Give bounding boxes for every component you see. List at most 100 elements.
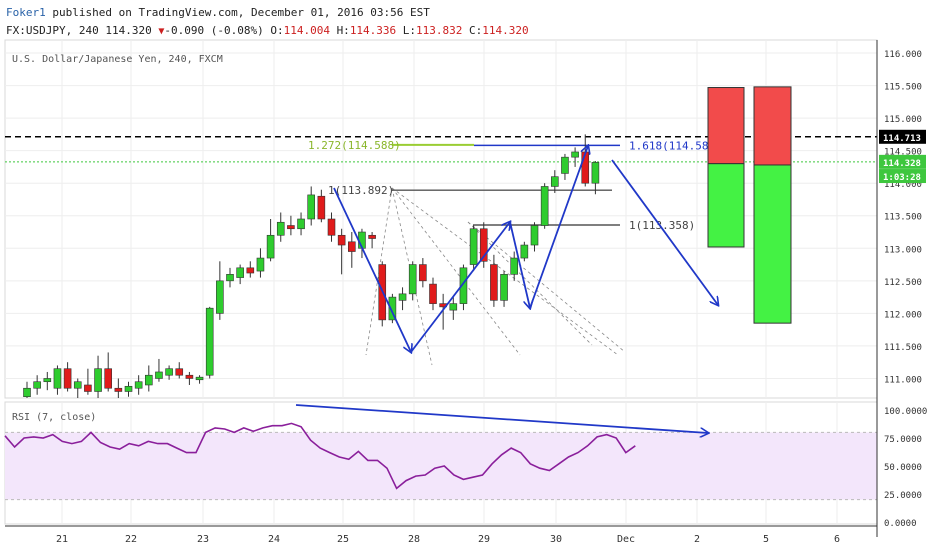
price-tick-label: 111.500 [884,343,922,353]
price-line-label: 114.713 [883,134,921,144]
bar-countdown-label-bg [879,169,926,184]
fib-label-1272: 1.272(114.588) [308,139,401,152]
symbol-label: FX:USDJPY, 240 [6,24,99,37]
candle-body [419,264,427,282]
price-tick-label: 113.500 [884,213,922,223]
stop-zone-box [753,164,792,324]
main-pane [4,39,878,399]
candle-body [114,387,123,392]
candle-body [520,244,529,259]
trend-arrow [529,146,588,309]
rsi-tick-label: 50.0000 [884,463,922,473]
candle-body [530,225,539,246]
fib-label-1618: 1.618(114.581) [629,139,722,152]
candle-body [23,387,31,397]
low-value: 113.832 [416,24,463,37]
fib-label-113358: 1(113.358) [629,219,695,232]
price-line-label-bg [879,129,926,144]
candle-body [408,264,417,295]
candle-body [63,368,72,389]
time-tick-label: 2 [694,534,700,545]
candle-body [84,384,92,392]
candle-body [337,234,346,246]
candle-body [165,368,173,376]
candle-body [479,228,488,262]
candle-body [327,218,336,236]
price-tick-label: 115.000 [884,115,922,125]
candle-body [195,376,204,381]
fib-fan-line [391,187,619,356]
rsi-series-line [4,422,636,490]
author-link[interactable]: Foker1 [6,6,46,19]
rsi-layer [4,422,636,490]
candle-body [429,283,437,304]
candle-body [449,303,458,311]
published-text: published on TradingView.com, December 0… [52,6,430,19]
candle-body [73,381,82,389]
fib-fan-line [467,221,626,353]
price-tick-label: 115.500 [884,83,922,93]
candle-body [104,368,112,389]
candle-body [287,225,295,230]
chart-title: U.S. Dollar/Japanese Yen, 240, FXCM [12,54,223,65]
high-value: 114.336 [349,24,397,37]
candle-body [134,381,143,389]
time-tick-label: 28 [408,534,420,545]
candle-body [398,293,407,301]
drawing-layer: 1.272(114.588) 1.618(114.581) 1(113.892) 1(… [5,86,877,366]
low-label: L: [402,24,417,37]
open-value: 114.004 [283,24,330,37]
high-label: H: [336,24,350,37]
candle-body [510,257,519,275]
candle-body [266,234,275,259]
candle-body [490,264,498,301]
candle-body [276,221,285,236]
time-tick-label: 25 [337,534,349,545]
candle-body [368,234,376,239]
fib-fan-line [391,187,521,356]
time-tick-label: 30 [550,534,562,545]
profit-zone-box [753,86,792,166]
candle-body [33,381,41,389]
candle-body [256,257,265,272]
time-tick-label: 29 [478,534,490,545]
price-tick-label: 114.500 [884,148,922,158]
price-tick-label: 111.000 [884,375,922,385]
candle-body [175,368,184,376]
price-tick-label: 113.000 [884,245,922,255]
price-tick-label: 116.000 [884,50,922,60]
open-label: O: [270,24,284,37]
candle-layer [23,134,600,398]
candle-body [43,378,52,383]
candle-body [307,194,316,220]
price-tick-label: 112.000 [884,310,922,320]
candle-body [246,267,255,274]
trend-arrow [295,404,708,433]
candle-body [145,374,153,386]
ohlc-line: FX:USDJPY, 240 114.320 ▼-0.090 (-0.08%) … [6,24,529,37]
candle-body [297,218,305,230]
change-value: -0.090 (-0.08%) [164,24,264,37]
candle-body [124,385,133,392]
publish-line: Foker1 published on TradingView.com, Dec… [6,6,430,19]
arrow-layer [295,146,718,433]
close-value: 114.320 [482,24,529,37]
trend-arrow [333,187,411,352]
close-label: C: [469,24,483,37]
time-tick-label: Dec [617,534,635,545]
last-price: 114.320 [105,24,152,37]
rsi-title: RSI (7, close) [12,412,96,423]
candle-body [94,368,102,392]
rsi-tick-label: 75.0000 [884,435,922,445]
candle-body [226,274,234,282]
last-price-label: 114.328 [883,159,921,169]
stop-zone-box [707,163,745,248]
time-tick-label: 6 [834,534,840,545]
time-tick-label: 22 [125,534,137,545]
candle-body [561,156,569,174]
candle-body [347,241,356,252]
time-tick-label: 5 [763,534,769,545]
rsi-tick-label: 0.0000 [884,519,917,529]
candle-body [571,151,579,158]
